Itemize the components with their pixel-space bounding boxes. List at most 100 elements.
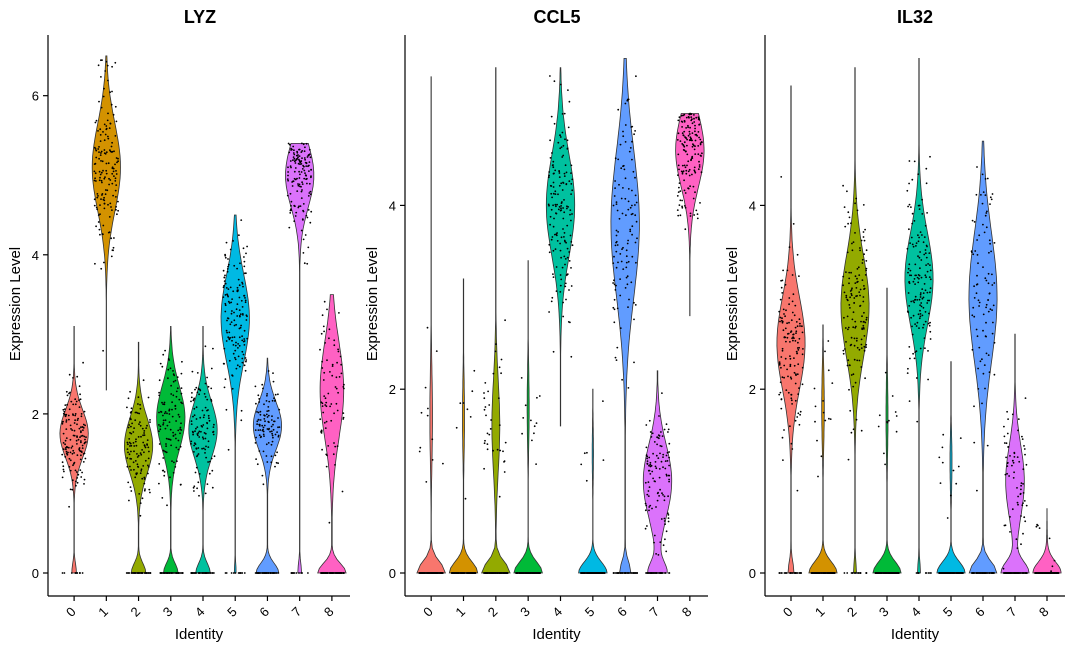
jitter-point <box>907 267 910 270</box>
jitter-point <box>1013 452 1016 455</box>
jitter-point <box>240 299 243 302</box>
jitter-point <box>113 175 115 178</box>
jitter-point <box>655 454 658 457</box>
jitter-point <box>926 302 929 304</box>
x-tick-label: 3 <box>160 604 176 620</box>
jitter-point <box>557 141 560 144</box>
jitter-point <box>976 274 978 277</box>
jitter-point <box>592 572 595 574</box>
jitter-point <box>205 445 207 448</box>
jitter-point <box>679 190 682 193</box>
jitter-point <box>888 419 890 422</box>
x-tick-label: 0 <box>420 604 436 620</box>
jitter-point <box>917 234 919 237</box>
jitter-point <box>98 146 100 148</box>
jitter-point <box>927 350 929 352</box>
jitter-point <box>824 350 826 353</box>
jitter-point <box>1022 532 1024 535</box>
jitter-point <box>859 304 862 307</box>
jitter-point <box>172 370 174 372</box>
jitter-point <box>298 155 301 158</box>
jitter-point <box>76 419 79 421</box>
jitter-point <box>699 143 702 146</box>
jitter-point <box>105 169 108 172</box>
jitter-point <box>203 414 206 416</box>
jitter-point <box>1012 461 1015 464</box>
y-tick-label: 0 <box>749 566 756 581</box>
jitter-point <box>1011 459 1014 462</box>
jitter-point <box>98 170 101 173</box>
jitter-point <box>70 400 73 403</box>
jitter-point <box>75 400 78 403</box>
jitter-point <box>301 150 304 152</box>
jitter-point <box>324 342 326 344</box>
jitter-points-7 <box>644 392 671 574</box>
jitter-point <box>929 287 932 290</box>
jitter-point <box>327 392 330 395</box>
jitter-point <box>915 377 918 379</box>
jitter-point <box>929 264 931 266</box>
jitter-point <box>158 482 160 485</box>
jitter-point <box>682 144 685 147</box>
jitter-point <box>111 65 113 68</box>
jitter-point <box>192 486 195 489</box>
jitter-point <box>267 572 270 574</box>
jitter-point <box>613 308 616 311</box>
jitter-point <box>196 391 199 394</box>
jitter-point <box>336 409 339 412</box>
jitter-point <box>117 200 119 203</box>
violin-lyz-1 <box>91 55 121 391</box>
jitter-point <box>596 572 599 574</box>
jitter-point <box>556 203 558 206</box>
jitter-point <box>648 469 651 472</box>
jitter-point <box>778 310 781 313</box>
jitter-point <box>79 458 82 461</box>
jitter-point <box>855 572 857 574</box>
jitter-point <box>548 251 551 254</box>
jitter-point <box>618 217 621 220</box>
jitter-point <box>794 399 797 402</box>
jitter-point <box>861 258 864 261</box>
jitter-point <box>263 403 265 406</box>
jitter-point <box>191 370 194 373</box>
jitter-point <box>929 330 932 333</box>
jitter-point <box>681 143 684 145</box>
jitter-point <box>143 451 145 454</box>
jitter-point <box>85 436 87 438</box>
jitter-point <box>262 450 265 453</box>
jitter-point <box>976 489 978 492</box>
x-tick-label: 4 <box>549 604 565 620</box>
jitter-point <box>1013 471 1015 474</box>
jitter-point <box>853 572 856 574</box>
jitter-point <box>843 316 845 319</box>
jitter-point <box>114 177 117 180</box>
jitter-point <box>83 435 86 438</box>
panel-title: LYZ <box>184 7 216 27</box>
jitter-point <box>159 572 162 574</box>
jitter-point <box>876 572 879 574</box>
jitter-point <box>208 572 211 574</box>
jitter-point <box>912 314 915 317</box>
jitter-point <box>201 425 204 428</box>
jitter-point <box>915 245 917 247</box>
jitter-point <box>198 494 200 497</box>
jitter-point <box>784 357 787 360</box>
jitter-point <box>552 204 554 207</box>
jitter-point <box>1016 456 1019 458</box>
jitter-point <box>695 116 698 119</box>
jitter-point <box>654 465 657 468</box>
jitter-point <box>80 426 82 429</box>
jitter-point <box>147 572 150 574</box>
jitter-point <box>551 296 554 299</box>
jitter-point <box>910 300 913 303</box>
jitter-point <box>853 344 856 347</box>
jitter-point <box>551 164 554 167</box>
jitter-point <box>178 416 181 418</box>
jitter-point <box>550 208 553 211</box>
jitter-point <box>1007 418 1009 420</box>
jitter-point <box>921 314 924 317</box>
jitter-point <box>1047 572 1050 574</box>
jitter-point <box>197 447 200 449</box>
jitter-point <box>629 230 632 233</box>
jitter-point <box>801 353 804 356</box>
